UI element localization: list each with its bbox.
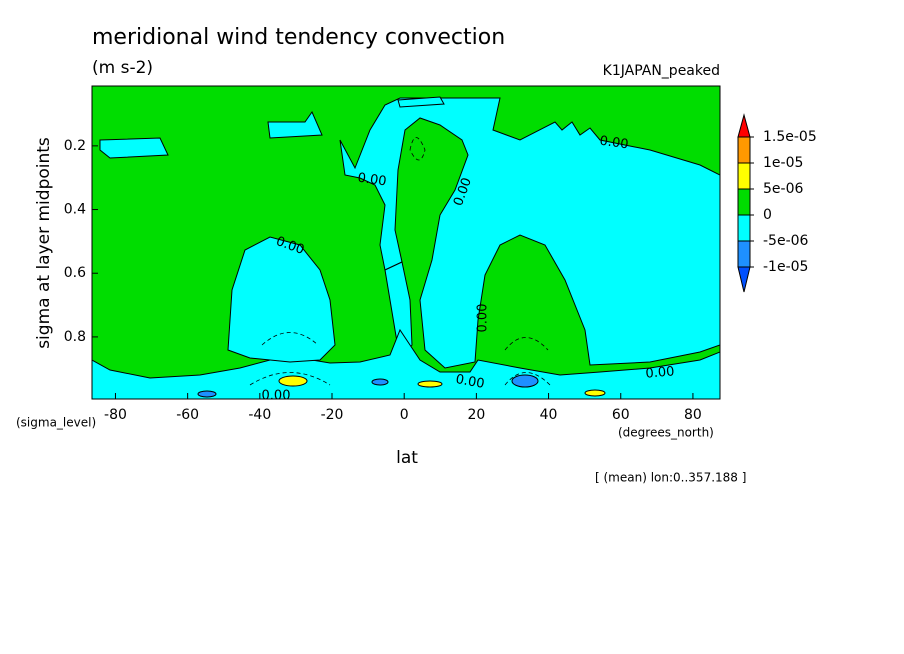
dataset-label: K1JAPAN_peaked <box>603 63 720 79</box>
colorbar-box <box>737 188 751 216</box>
y-tick-label: 0.4 <box>64 202 86 218</box>
y-units: (sigma_level) <box>16 416 96 430</box>
x-tick-label: 20 <box>467 407 485 423</box>
contour-blob <box>197 390 217 398</box>
y-axis-title: sigma at layer midpoints <box>34 137 54 349</box>
note: [ (mean) lon:0..357.188 ] <box>595 471 746 485</box>
x-tick-label: 40 <box>540 407 558 423</box>
contour-blob <box>371 378 389 386</box>
x-tick-label: -40 <box>248 407 271 423</box>
chart-title: meridional wind tendency convection <box>92 25 505 50</box>
contour-label: 0.00 <box>262 389 291 404</box>
colorbar-label: 0 <box>763 207 772 223</box>
contour-blob <box>511 374 539 388</box>
contour-label: 0.00 <box>645 364 675 381</box>
colorbar-label: -1e-05 <box>763 259 808 275</box>
region-negative <box>384 261 413 362</box>
x-tick-label: -60 <box>176 407 199 423</box>
y-tick-label: 0.2 <box>64 138 86 154</box>
contour-line-dashed <box>409 137 426 161</box>
contour-label: 0.00 <box>476 304 491 333</box>
x-tick-label: 60 <box>612 407 630 423</box>
contour-blob <box>417 380 443 388</box>
contour-line-dashed <box>249 372 331 386</box>
colorbar-label: 1e-05 <box>763 155 803 171</box>
colorbar-bottom <box>737 266 751 293</box>
colorbar-label: 1.5e-05 <box>763 129 817 145</box>
colorbar-top <box>737 113 751 138</box>
y-tick-label: 0.8 <box>64 329 86 345</box>
contour-blob <box>278 375 308 387</box>
colorbar-box <box>737 240 751 268</box>
x-tick-label: -80 <box>104 407 127 423</box>
chart-subtitle: (m s-2) <box>92 58 153 78</box>
colorbar-label: 5e-06 <box>763 181 803 197</box>
x-tick-label: 80 <box>684 407 702 423</box>
colorbar-box <box>737 162 751 190</box>
x-units: (degrees_north) <box>618 426 714 440</box>
region-negative <box>99 137 169 159</box>
plot-frame <box>91 85 721 400</box>
region-negative <box>339 97 720 369</box>
region-negative <box>397 96 445 108</box>
colorbar-box <box>737 214 751 242</box>
region-negative <box>227 236 336 363</box>
contour-field <box>92 86 720 399</box>
x-axis-title: lat <box>396 448 418 468</box>
region-negative <box>92 328 720 399</box>
contour-blob <box>584 389 606 397</box>
contour-label: 0.00 <box>454 372 485 392</box>
colorbar-box <box>737 136 751 164</box>
x-tick-label: 0 <box>400 407 409 423</box>
contour-line-dashed <box>261 332 319 346</box>
x-tick-label: -20 <box>321 407 344 423</box>
contour-label: 0.00 <box>357 171 388 190</box>
colorbar-label: -5e-06 <box>763 233 809 249</box>
y-tick-label: 0.6 <box>64 265 86 281</box>
region-negative <box>267 110 323 139</box>
contour-label: 0.00 <box>599 134 630 153</box>
